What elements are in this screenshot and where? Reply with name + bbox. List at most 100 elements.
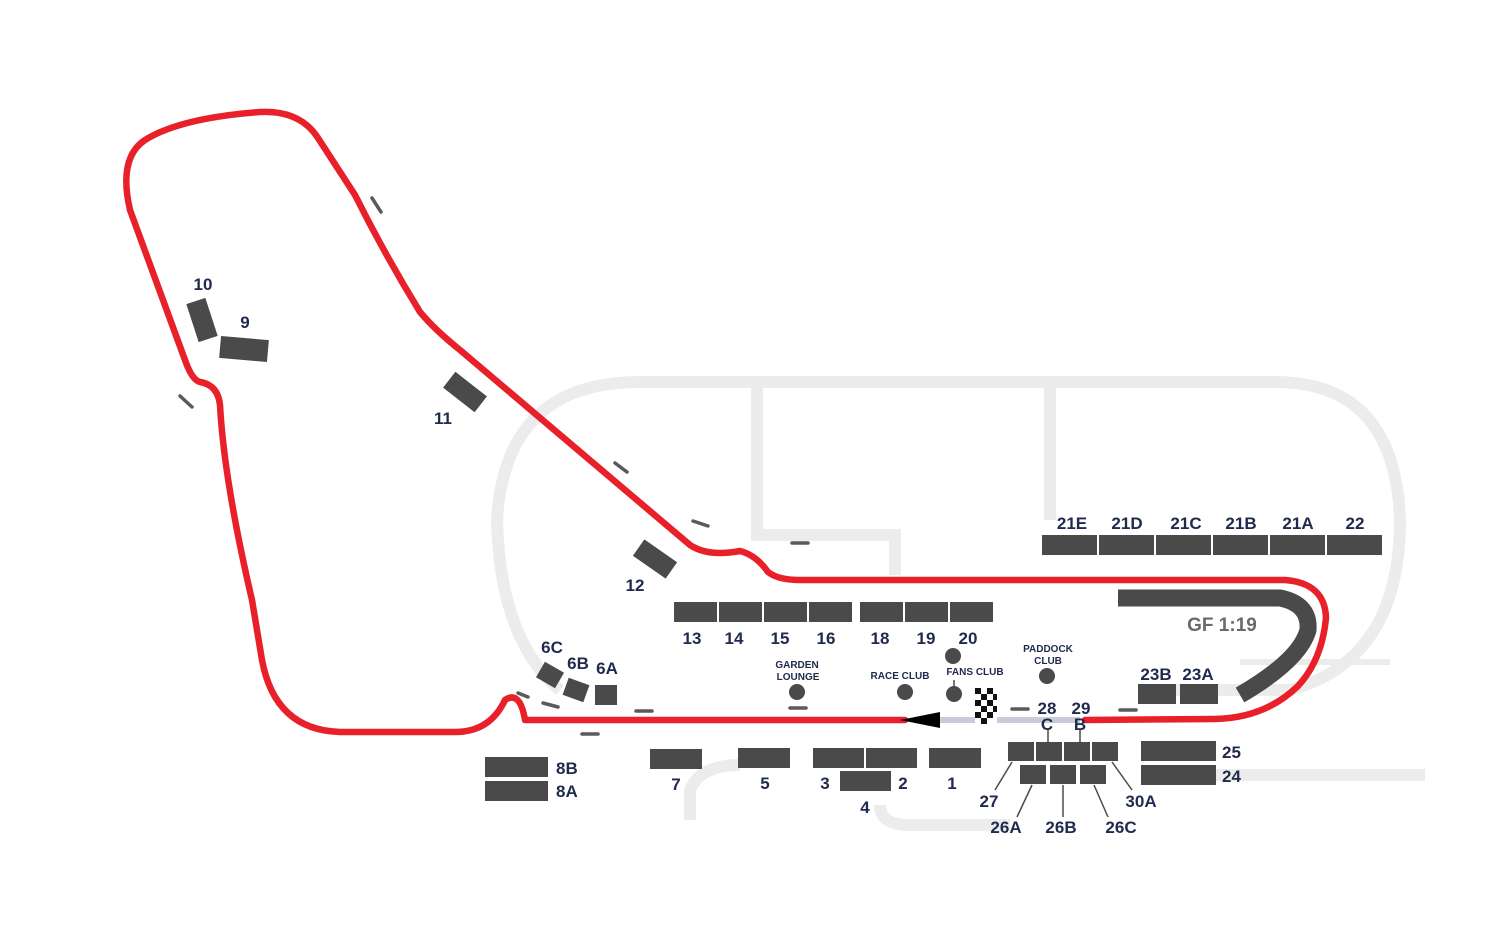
label-26b: 26B xyxy=(1045,818,1076,837)
stand-label-gf: GF 1:19 xyxy=(1187,615,1257,636)
label-21a: 21A xyxy=(1282,514,1313,533)
label-8a: 8A xyxy=(556,782,578,801)
label-23a: 23A xyxy=(1182,665,1213,684)
garden-lounge-marker xyxy=(789,684,805,700)
fans-club-marker-2 xyxy=(946,686,962,702)
label-8b: 8B xyxy=(556,759,578,778)
grandstand-21b xyxy=(1213,535,1268,555)
grandstand-28 xyxy=(1036,742,1062,761)
label-4: 4 xyxy=(860,798,870,817)
grandstand-gf xyxy=(1118,589,1317,703)
label-13: 13 xyxy=(683,629,702,648)
label-11: 11 xyxy=(434,409,452,428)
background-oval-track xyxy=(490,376,1425,831)
grandstand-15 xyxy=(764,602,807,622)
grandstand-22 xyxy=(1327,535,1382,555)
label-paddock-club-2: CLUB xyxy=(1034,656,1062,667)
grandstand-11 xyxy=(443,371,487,413)
grandstand-7 xyxy=(650,749,702,769)
grandstand-6c xyxy=(535,661,565,689)
label-6b: 6B xyxy=(567,654,589,673)
grandstand-1 xyxy=(929,748,981,768)
label-7: 7 xyxy=(671,775,680,794)
label-18: 18 xyxy=(871,629,890,648)
label-27: 27 xyxy=(980,792,999,811)
label-3: 3 xyxy=(820,774,829,793)
label-gate-c: C xyxy=(1041,715,1053,734)
grandstand-4 xyxy=(840,771,891,791)
grandstand-25 xyxy=(1141,741,1216,761)
label-24: 24 xyxy=(1222,767,1241,786)
grandstand-21e xyxy=(1042,535,1097,555)
grandstand-12 xyxy=(632,539,678,579)
grandstand-13 xyxy=(674,602,717,622)
label-30a: 30A xyxy=(1125,792,1156,811)
start-finish-flag-icon xyxy=(975,688,997,724)
grandstand-labels: 10 9 11 12 6C 6B 6A 8B 8A 7 5 3 2 4 1 13… xyxy=(194,275,1365,837)
label-22: 22 xyxy=(1346,514,1365,533)
label-6a: 6A xyxy=(596,659,618,678)
grandstand-14 xyxy=(719,602,762,622)
grandstand-21c xyxy=(1156,535,1211,555)
leader-lines xyxy=(953,680,1133,818)
grandstand-21d xyxy=(1099,535,1154,555)
label-5: 5 xyxy=(760,774,769,793)
grandstand-6b xyxy=(562,677,590,703)
grandstand-2 xyxy=(866,748,917,768)
grandstand-23a xyxy=(1180,684,1218,704)
grandstand-20 xyxy=(950,602,993,622)
grandstand-6a xyxy=(595,685,617,705)
label-garden-lounge-1: GARDEN xyxy=(775,660,818,671)
label-21c: 21C xyxy=(1170,514,1201,533)
label-1: 1 xyxy=(947,774,956,793)
grandstand-8a xyxy=(485,781,548,801)
paddock-club-marker xyxy=(1039,668,1055,684)
label-race-club: RACE CLUB xyxy=(871,671,930,682)
grandstand-9 xyxy=(219,335,269,363)
grandstand-8b xyxy=(485,757,548,777)
hospitality-labels: GARDEN LOUNGE RACE CLUB FANS CLUB PADDOC… xyxy=(775,644,1073,683)
label-25: 25 xyxy=(1222,743,1241,762)
grandstand-27 xyxy=(1008,742,1034,761)
label-26c: 26C xyxy=(1105,818,1136,837)
fans-club-marker xyxy=(945,648,961,664)
label-20: 20 xyxy=(959,629,978,648)
grandstand-26b xyxy=(1050,765,1076,784)
grandstand-26c xyxy=(1080,765,1106,784)
label-28: 28 xyxy=(1038,699,1057,718)
grandstand-19 xyxy=(905,602,948,622)
label-fans-club: FANS CLUB xyxy=(946,667,1003,678)
label-6c: 6C xyxy=(541,638,563,657)
grandstand-26a xyxy=(1020,765,1046,784)
track-markers xyxy=(178,196,1138,736)
label-14: 14 xyxy=(725,629,744,648)
label-garden-lounge-2: LOUNGE xyxy=(777,672,820,683)
label-9: 9 xyxy=(240,313,249,332)
race-track xyxy=(123,108,1330,736)
label-26a: 26A xyxy=(990,818,1021,837)
label-12: 12 xyxy=(626,576,645,595)
grandstand-16 xyxy=(809,602,852,622)
grandstand-3 xyxy=(813,748,864,768)
label-19: 19 xyxy=(917,629,936,648)
grandstand-5 xyxy=(738,748,790,768)
label-paddock-club-1: PADDOCK xyxy=(1023,644,1074,655)
race-club-marker xyxy=(897,684,913,700)
grandstand-18 xyxy=(860,602,903,622)
label-21d: 21D xyxy=(1111,514,1142,533)
label-10: 10 xyxy=(194,275,213,294)
grandstands xyxy=(186,297,1382,801)
grandstand-23b xyxy=(1138,684,1176,704)
label-16: 16 xyxy=(817,629,836,648)
direction-arrow xyxy=(900,712,940,728)
label-2: 2 xyxy=(898,774,907,793)
grandstand-24 xyxy=(1141,765,1216,785)
grandstand-29 xyxy=(1064,742,1090,761)
label-29: 29 xyxy=(1072,699,1091,718)
label-15: 15 xyxy=(771,629,790,648)
grandstand-30a xyxy=(1092,742,1118,761)
label-21e: 21E xyxy=(1057,514,1087,533)
label-23b: 23B xyxy=(1140,665,1171,684)
